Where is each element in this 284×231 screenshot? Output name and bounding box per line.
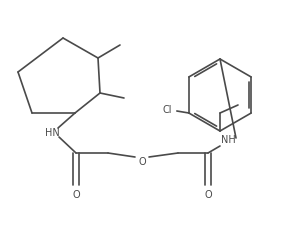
Text: Cl: Cl xyxy=(162,105,172,115)
Text: O: O xyxy=(138,157,146,167)
Text: NH: NH xyxy=(221,135,235,145)
Text: O: O xyxy=(72,190,80,200)
Text: HN: HN xyxy=(45,128,59,138)
Text: O: O xyxy=(204,190,212,200)
